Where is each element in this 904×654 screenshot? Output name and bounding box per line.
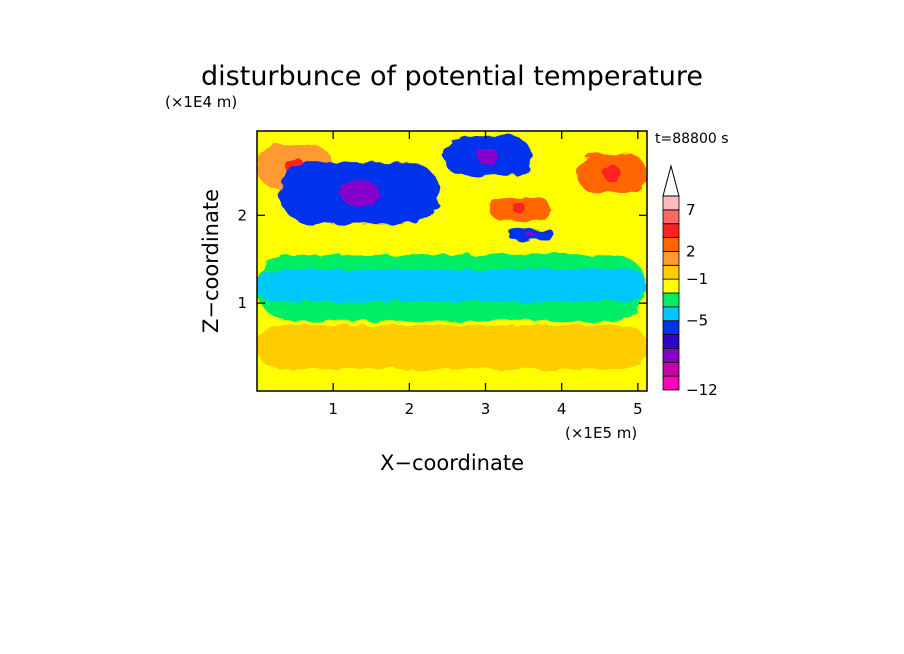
x-tick-label: 1 [328, 400, 338, 418]
colorbar-label: −5 [686, 312, 708, 330]
x-tick-label: 5 [633, 400, 643, 418]
y-axis-label: Z−coordinate [199, 189, 223, 333]
y-tick-label: 1 [237, 294, 247, 312]
x-tick-label: 2 [405, 400, 415, 418]
x-tick-label: 4 [557, 400, 567, 418]
colorbar-swatch [662, 223, 680, 238]
plot-frame [256, 130, 648, 392]
colorbar-label: −12 [686, 381, 718, 399]
colorbar-extend-arrow [662, 164, 680, 197]
cold-bands-upper-left [279, 162, 440, 225]
x-axis-unit: (×1E5 m) [565, 424, 637, 442]
colorbar-swatch [662, 209, 680, 225]
x-axis-ticks: 1 2 3 4 5 [328, 131, 643, 418]
colorbar-label: 2 [686, 242, 696, 260]
colorbar-swatch [662, 306, 680, 322]
lower-warm-band [257, 325, 647, 370]
colorbar-swatch [662, 237, 680, 252]
cold-streak-center-right [508, 229, 555, 240]
warm-anomaly-center-right [489, 197, 551, 220]
cold-anomaly-top-center [443, 136, 532, 176]
colorbar-swatch [662, 348, 680, 363]
colorbar-swatch [662, 251, 680, 266]
colorbar-swatch [662, 278, 680, 294]
colorbar-label: 7 [686, 201, 696, 219]
colorbar-swatch [662, 334, 680, 349]
colorbar-swatch [662, 292, 680, 308]
x-axis-label: X−coordinate [380, 451, 524, 475]
chart-title: disturbunce of potential temperature [201, 61, 703, 92]
warm-anomaly-right-top [576, 153, 647, 194]
colorbar: 7 2 −1 −5 −12 [662, 164, 718, 399]
colorbar-swatch [662, 375, 680, 391]
cyan-layer [257, 269, 647, 302]
y-tick-label: 2 [237, 206, 247, 224]
heatmap-field [257, 131, 647, 391]
x-tick-label: 3 [481, 400, 491, 418]
colorbar-swatch [662, 264, 680, 280]
y-axis-unit: (×1E4 m) [165, 93, 237, 111]
colorbar-swatch [662, 320, 680, 335]
y-axis-ticks: 12 [237, 206, 647, 312]
colorbar-label: −1 [686, 270, 708, 288]
colorbar-swatch [662, 195, 680, 211]
colorbar-swatch [662, 361, 680, 377]
time-label: t=88800 s [655, 131, 729, 147]
